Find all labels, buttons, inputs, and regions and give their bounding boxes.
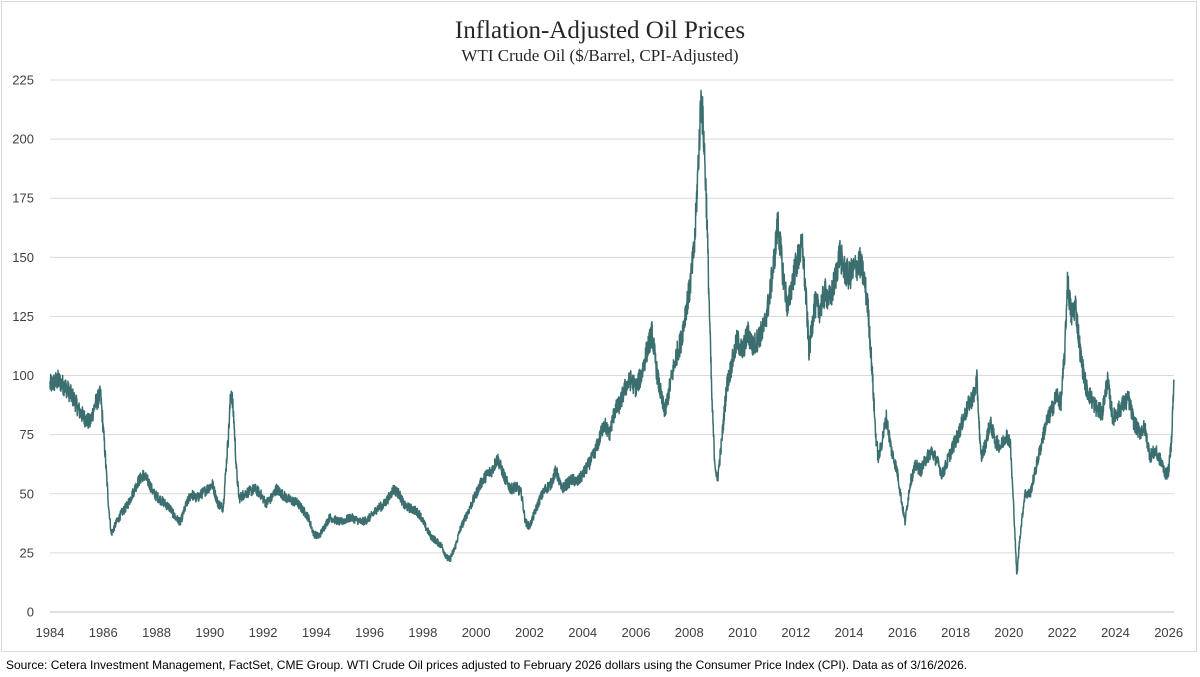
y-tick-label: 150 [12, 250, 34, 265]
x-tick-label: 2024 [1101, 625, 1130, 640]
source-footnote: Source: Cetera Investment Management, Fa… [6, 658, 968, 672]
x-tick-label: 1992 [249, 625, 278, 640]
x-tick-label: 1994 [302, 625, 331, 640]
x-tick-label: 1988 [142, 625, 171, 640]
y-tick-label: 25 [20, 545, 34, 560]
series-line-wti [49, 89, 1175, 575]
y-tick-label: 100 [12, 368, 34, 383]
chart-frame: Inflation-Adjusted Oil Prices WTI Crude … [1, 1, 1197, 652]
x-tick-label: 2018 [941, 625, 970, 640]
x-tick-label: 2026 [1154, 625, 1183, 640]
line-chart: 0 25 50 75 100 125 150 175 200 225 1984 1986 1988 199… [12, 73, 1183, 641]
x-tick-label: 2014 [835, 625, 864, 640]
x-tick-label: 2020 [994, 625, 1023, 640]
x-tick-label: 1990 [195, 625, 224, 640]
x-tick-label: 2010 [728, 625, 757, 640]
y-tick-label: 0 [27, 605, 34, 620]
x-tick-label: 2012 [781, 625, 810, 640]
chart-title: Inflation-Adjusted Oil Prices [454, 17, 746, 44]
x-tick-label: 1986 [89, 625, 118, 640]
x-tick-label: 2008 [675, 625, 704, 640]
y-tick-label: 50 [20, 486, 34, 501]
x-tick-label: 1984 [36, 625, 65, 640]
x-tick-label: 1998 [408, 625, 437, 640]
chart-subtitle: WTI Crude Oil ($/Barrel, CPI-Adjusted) [461, 46, 739, 65]
x-tick-label: 2022 [1048, 625, 1077, 640]
y-tick-label: 200 [12, 132, 34, 147]
y-tick-label: 75 [20, 427, 34, 442]
x-tick-label: 2002 [515, 625, 544, 640]
x-tick-label: 2000 [462, 625, 491, 640]
x-tick-label: 2016 [888, 625, 917, 640]
x-tick-label: 2004 [568, 625, 597, 640]
x-tick-label: 1996 [355, 625, 384, 640]
y-tick-label: 225 [12, 73, 34, 88]
x-tick-label: 2006 [622, 625, 651, 640]
y-tick-label: 125 [12, 309, 34, 324]
y-tick-label: 175 [12, 191, 34, 206]
